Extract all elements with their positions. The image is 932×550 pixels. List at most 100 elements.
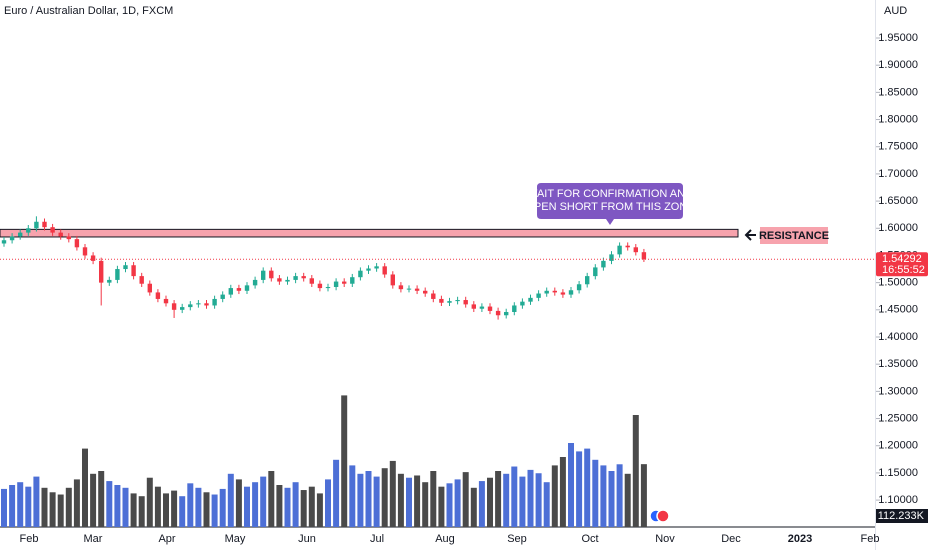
candle-body <box>188 304 193 308</box>
candle-body <box>269 270 274 279</box>
x-tick-label: 2023 <box>788 533 812 545</box>
candle-body <box>447 301 452 303</box>
y-tick-label: 1.95000 <box>878 32 918 44</box>
volume-bar <box>25 486 32 527</box>
event-icon[interactable] <box>656 509 670 523</box>
volume-bar <box>268 471 275 527</box>
candle-body <box>333 281 339 287</box>
volume-bar <box>33 476 40 527</box>
candle-body <box>536 293 541 298</box>
candle-body <box>74 239 80 248</box>
x-tick-label: Jul <box>370 533 384 545</box>
y-tick-label: 1.80000 <box>878 113 918 125</box>
candle-body <box>220 294 225 299</box>
candle-body <box>196 303 201 305</box>
candle-body <box>147 283 152 293</box>
y-tick-label: 1.65000 <box>878 195 918 207</box>
volume-bar <box>511 466 518 527</box>
candles <box>1 216 647 320</box>
volume-bar <box>1 488 7 527</box>
candle-body <box>309 278 314 284</box>
volume-bar <box>203 492 210 527</box>
volume-bar <box>154 486 161 527</box>
volume-bar <box>470 487 477 527</box>
candle-body <box>163 298 169 304</box>
x-tick-label: Feb <box>20 533 39 545</box>
volume-label-box <box>876 509 928 523</box>
volume-bar <box>406 477 412 527</box>
candle-body <box>568 290 574 295</box>
candle-body <box>26 228 31 233</box>
candle-body <box>34 221 39 229</box>
candle-body <box>504 311 509 316</box>
arrow-icon <box>744 229 756 241</box>
candle-body <box>9 236 15 241</box>
y-tick-label: 1.90000 <box>878 59 918 71</box>
candle-body <box>228 288 233 295</box>
candle-body <box>261 270 266 280</box>
candle-body <box>366 268 371 271</box>
candle-body <box>293 276 298 280</box>
volume-bar <box>49 492 56 527</box>
x-tick-label: Feb <box>861 533 880 545</box>
volume-bar <box>624 473 631 527</box>
resistance-label-bg <box>760 227 828 244</box>
candle-body <box>277 278 282 282</box>
volume-bar <box>422 482 429 527</box>
callout-box <box>537 183 683 225</box>
volume-bar <box>519 476 526 527</box>
currency-label: AUD <box>884 5 907 17</box>
volume-bar <box>535 473 542 527</box>
volume-bar <box>73 479 80 527</box>
candle-body <box>585 276 590 285</box>
candle-body <box>58 232 63 237</box>
candle-body <box>414 288 420 291</box>
candle-body <box>455 300 460 302</box>
candle-body <box>544 290 549 294</box>
candle-body <box>487 306 493 311</box>
candle-body <box>423 290 428 294</box>
candle-body <box>641 252 647 260</box>
volume-bar <box>17 482 24 527</box>
candle-body <box>609 254 614 261</box>
candle-body <box>50 227 55 233</box>
candle-body <box>520 301 525 306</box>
volume-bar <box>381 468 388 527</box>
volume-bar <box>300 490 307 527</box>
volume-bar <box>235 479 242 527</box>
candle-body <box>398 285 404 290</box>
volume-bar <box>632 415 639 527</box>
volume-bar <box>41 487 48 527</box>
candle-body <box>406 288 412 290</box>
y-tick-label: 1.60000 <box>878 222 918 234</box>
volume-bar <box>82 448 88 527</box>
volume-bar <box>171 490 178 527</box>
y-tick-label: 1.45000 <box>878 304 918 316</box>
candle-body <box>495 310 501 316</box>
candle-body <box>180 307 185 310</box>
candle-body <box>139 276 144 284</box>
candle-body <box>285 279 290 282</box>
candle-body <box>155 292 161 299</box>
volume-bar <box>308 486 315 527</box>
volume-bar <box>576 451 583 527</box>
y-tick-label: 1.40000 <box>878 331 918 343</box>
y-tick-label: 1.10000 <box>878 494 918 506</box>
candle-body <box>439 298 444 303</box>
volume-bar <box>503 473 510 527</box>
volume-bar <box>584 448 591 527</box>
x-tick-label: Dec <box>721 533 741 545</box>
candle-body <box>593 267 598 277</box>
candle-body <box>463 300 468 305</box>
y-tick-label: 1.85000 <box>878 86 918 98</box>
volume-bar <box>138 496 145 527</box>
volume-bar <box>568 443 574 527</box>
volume-bar <box>616 464 623 527</box>
last-price-box <box>876 252 928 277</box>
volume-bar <box>187 483 194 527</box>
volume-bar <box>397 473 404 527</box>
volume-bar <box>292 482 299 527</box>
resistance-zone <box>0 228 739 238</box>
candle-body <box>1 240 7 244</box>
